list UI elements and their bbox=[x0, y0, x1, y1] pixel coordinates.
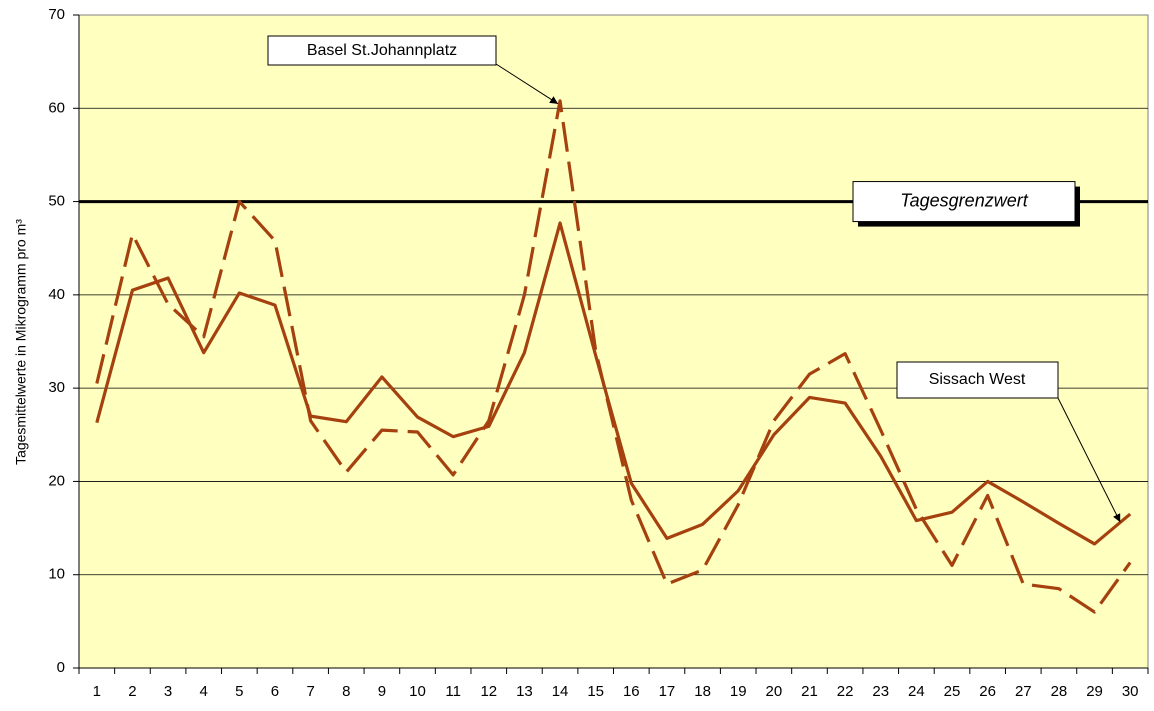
x-tick-label: 4 bbox=[200, 683, 208, 700]
x-tick-label: 11 bbox=[445, 683, 461, 700]
annotation-label: Sissach West bbox=[929, 371, 1026, 388]
x-tick-label: 25 bbox=[944, 683, 961, 700]
y-tick-label: 20 bbox=[48, 472, 65, 489]
x-tick-label: 5 bbox=[235, 683, 243, 700]
x-tick-label: 21 bbox=[801, 683, 818, 700]
x-tick-label: 1 bbox=[93, 683, 101, 700]
series-line bbox=[95, 221, 1132, 546]
x-tick-label: 7 bbox=[306, 683, 314, 700]
x-tick-label: 16 bbox=[623, 683, 640, 700]
x-tick-label: 10 bbox=[409, 683, 426, 700]
x-tick-label: 23 bbox=[872, 683, 889, 700]
y-tick-label: 10 bbox=[48, 566, 65, 583]
y-tick-label: 70 bbox=[48, 6, 65, 23]
x-tick-label: 17 bbox=[659, 683, 676, 700]
x-tick-label: 8 bbox=[342, 683, 350, 700]
x-tick-label: 18 bbox=[694, 683, 711, 700]
x-tick-label: 28 bbox=[1051, 683, 1068, 700]
y-axis-label: Tagesmittelwerte in Mikrogramm pro m³ bbox=[13, 219, 29, 465]
x-tick-label: 15 bbox=[587, 683, 604, 700]
series-line bbox=[95, 99, 1132, 614]
x-tick-label: 19 bbox=[730, 683, 747, 700]
y-tick-label: 30 bbox=[48, 379, 65, 396]
threshold-label: Tagesgrenzwert bbox=[900, 190, 1028, 210]
x-tick-label: 3 bbox=[164, 683, 172, 700]
x-tick-label: 30 bbox=[1122, 683, 1139, 700]
x-tick-label: 24 bbox=[908, 683, 925, 700]
annotation-arrow bbox=[495, 63, 559, 105]
x-tick-label: 14 bbox=[552, 683, 569, 700]
x-tick-label: 27 bbox=[1015, 683, 1032, 700]
y-tick-label: 40 bbox=[48, 286, 65, 303]
x-tick-label: 20 bbox=[766, 683, 783, 700]
x-tick-label: 2 bbox=[128, 683, 136, 700]
x-tick-label: 6 bbox=[271, 683, 279, 700]
x-tick-label: 12 bbox=[480, 683, 497, 700]
x-tick-label: 13 bbox=[516, 683, 533, 700]
annotation-box bbox=[896, 361, 1059, 399]
x-tick-label: 9 bbox=[378, 683, 386, 700]
x-tick-label: 26 bbox=[979, 683, 996, 700]
y-tick-label: 60 bbox=[48, 99, 65, 116]
x-tick-label: 22 bbox=[837, 683, 854, 700]
x-tick-label: 29 bbox=[1086, 683, 1103, 700]
y-tick-label: 0 bbox=[57, 659, 65, 676]
y-tick-label: 50 bbox=[48, 193, 65, 210]
plot-area bbox=[78, 14, 1149, 669]
label-box bbox=[852, 181, 1076, 223]
annotation-label: Basel St.Johannplatz bbox=[307, 42, 457, 59]
annotation-box bbox=[267, 35, 497, 66]
annotation-arrow bbox=[1057, 397, 1121, 523]
